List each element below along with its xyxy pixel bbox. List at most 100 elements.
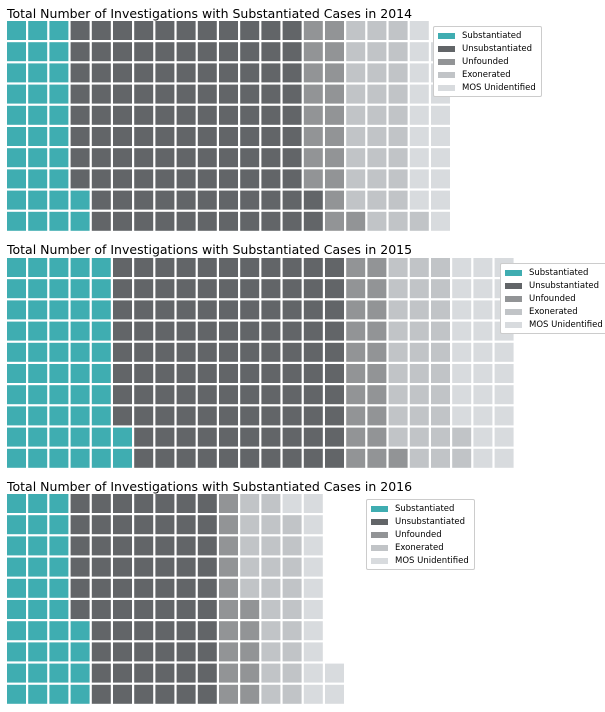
waffle-cell-substantiated (70, 406, 90, 426)
waffle-cell-unsubstantiated (134, 148, 154, 168)
legend-label: Unfounded (395, 529, 442, 540)
waffle-cell-unsubstantiated (155, 300, 175, 320)
waffle-cell-mos-unidentified (303, 536, 323, 556)
waffle-cell-unsubstantiated (113, 578, 132, 598)
waffle-cell-mos-unidentified (409, 21, 429, 40)
waffle-cell-unsubstantiated (197, 621, 217, 641)
waffle-cell-exonerated (261, 600, 281, 619)
waffle-cell-unfounded (367, 427, 387, 447)
waffle-cell-unsubstantiated (113, 494, 132, 513)
waffle-cell-unsubstantiated (261, 63, 281, 83)
waffle-cell-substantiated (7, 300, 26, 320)
waffle-cell-unsubstantiated (113, 600, 132, 619)
waffle-cell-unsubstantiated (155, 494, 175, 513)
waffle-cell-unsubstantiated (91, 642, 111, 662)
waffle-cell-unsubstantiated (303, 364, 323, 383)
waffle-cell-substantiated (7, 211, 26, 231)
waffle-cell-unsubstantiated (155, 21, 175, 40)
waffle-cell-unsubstantiated (303, 427, 323, 447)
waffle-cell-exonerated (346, 127, 366, 146)
waffle-cell-unsubstantiated (325, 342, 344, 362)
legend-item: Exonerated (438, 68, 536, 81)
waffle-cell-substantiated (28, 211, 48, 231)
waffle-cell-substantiated (7, 42, 26, 62)
legend-label: Exonerated (395, 542, 444, 553)
waffle-cell-exonerated (388, 279, 408, 299)
waffle-cell-unsubstantiated (197, 406, 217, 426)
waffle-cell-unsubstantiated (155, 63, 175, 83)
waffle-cell-unfounded (325, 127, 344, 146)
waffle-cell-mos-unidentified (409, 190, 429, 210)
waffle-cell-mos-unidentified (494, 385, 514, 405)
waffle-cell-mos-unidentified (409, 42, 429, 62)
waffle-cell-unsubstantiated (325, 427, 344, 447)
waffle-cell-unsubstantiated (134, 169, 154, 189)
waffle-cell-substantiated (49, 557, 69, 577)
waffle-cell-unsubstantiated (91, 557, 111, 577)
waffle-cell-unsubstantiated (155, 448, 175, 468)
waffle-cell-unfounded (303, 148, 323, 168)
waffle-cell-unsubstantiated (303, 406, 323, 426)
waffle-cell-exonerated (261, 663, 281, 683)
waffle-cell-unsubstantiated (240, 127, 260, 146)
waffle-cell-substantiated (7, 642, 26, 662)
waffle-cell-unsubstantiated (176, 279, 196, 299)
waffle-cell-unsubstantiated (197, 105, 217, 125)
waffle-cell-unsubstantiated (176, 406, 196, 426)
waffle-cell-mos-unidentified (409, 63, 429, 83)
waffle-cell-exonerated (388, 63, 408, 83)
waffle-cell-unsubstantiated (240, 427, 260, 447)
waffle-cell-exonerated (261, 578, 281, 598)
waffle-cell-unsubstantiated (113, 536, 132, 556)
waffle-cell-unsubstantiated (91, 169, 111, 189)
waffle-cell-unsubstantiated (282, 211, 302, 231)
waffle-cell-exonerated (452, 448, 472, 468)
waffle-cell-unsubstantiated (155, 684, 175, 704)
waffle-cell-unsubstantiated (155, 42, 175, 62)
waffle-cell-substantiated (28, 127, 48, 146)
legend-item: Unsubstantiated (438, 42, 536, 55)
waffle-cell-unsubstantiated (134, 663, 154, 683)
waffle-cell-mos-unidentified (452, 342, 472, 362)
waffle-cell-unsubstantiated (113, 148, 132, 168)
waffle-cell-unsubstantiated (282, 169, 302, 189)
legend-item: Exonerated (371, 541, 469, 554)
waffle-cell-mos-unidentified (452, 364, 472, 383)
waffle-cell-unsubstantiated (219, 42, 238, 62)
waffle-cell-unsubstantiated (91, 621, 111, 641)
waffle-cell-exonerated (261, 642, 281, 662)
waffle-cell-substantiated (70, 385, 90, 405)
waffle-cell-exonerated (346, 105, 366, 125)
waffle-cell-unsubstantiated (240, 84, 260, 104)
waffle-cell-unsubstantiated (282, 63, 302, 83)
waffle-cell-mos-unidentified (303, 663, 323, 683)
waffle-cell-substantiated (91, 258, 111, 277)
waffle-cell-unsubstantiated (113, 84, 132, 104)
waffle-cell-unsubstantiated (70, 42, 90, 62)
waffle-cell-mos-unidentified (303, 578, 323, 598)
waffle-cell-unfounded (388, 448, 408, 468)
waffle-cell-substantiated (7, 578, 26, 598)
waffle-cell-exonerated (388, 427, 408, 447)
waffle-cell-unsubstantiated (197, 169, 217, 189)
waffle-cell-unsubstantiated (176, 42, 196, 62)
legend-item: Exonerated (505, 305, 603, 318)
waffle-cell-unsubstantiated (91, 63, 111, 83)
waffle-cell-unsubstantiated (70, 515, 90, 535)
waffle-cell-substantiated (7, 21, 26, 40)
waffle-cell-unfounded (346, 448, 366, 468)
waffle-cell-substantiated (7, 279, 26, 299)
legend-swatch (438, 32, 455, 39)
waffle-cell-exonerated (431, 406, 450, 426)
waffle-cell-mos-unidentified (303, 557, 323, 577)
waffle-cell-substantiated (7, 406, 26, 426)
legend-item: MOS Unidentified (505, 318, 603, 331)
waffle-cell-unsubstantiated (240, 190, 260, 210)
waffle-cell-substantiated (91, 406, 111, 426)
waffle-cell-unsubstantiated (113, 515, 132, 535)
waffle-cell-substantiated (49, 63, 69, 83)
waffle-cell-unsubstantiated (197, 279, 217, 299)
waffle-cell-unsubstantiated (197, 448, 217, 468)
waffle-cell-mos-unidentified (452, 300, 472, 320)
waffle-cell-unsubstantiated (197, 63, 217, 83)
